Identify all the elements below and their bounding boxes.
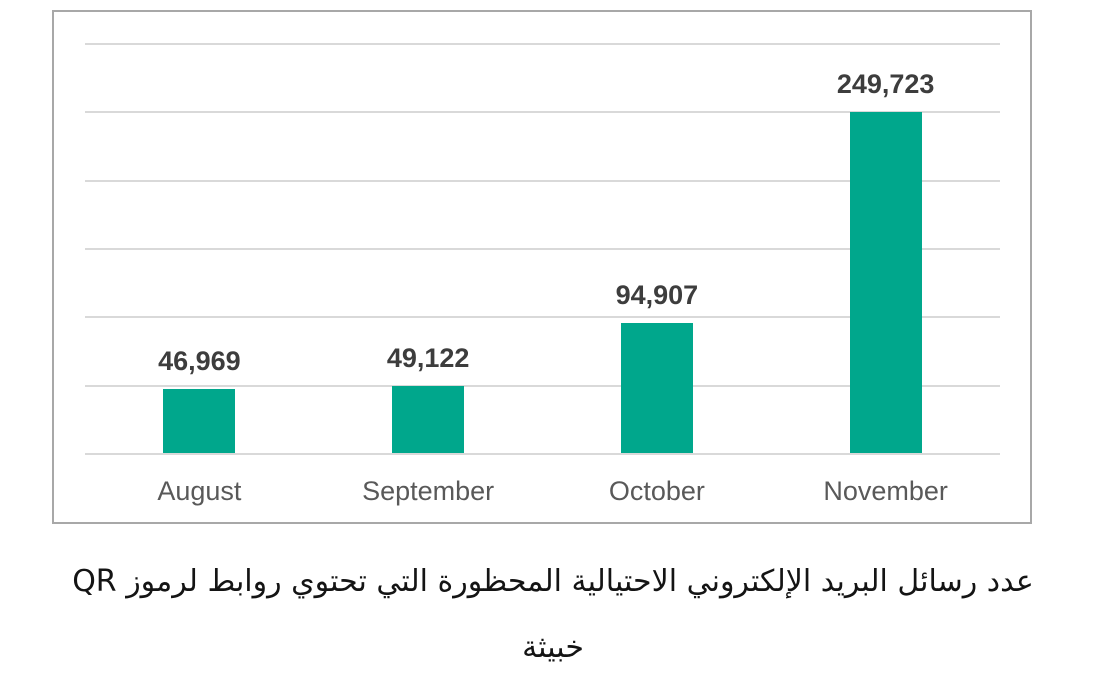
bar-column: 49,122 xyxy=(314,43,543,453)
gridline xyxy=(85,179,1000,182)
bar xyxy=(620,323,693,453)
gridline xyxy=(85,453,1000,455)
bar-value-label: 49,122 xyxy=(386,343,470,373)
bar xyxy=(849,112,922,453)
caption-line-1: عدد رسائل البريد الإلكتروني الاحتيالية ا… xyxy=(72,564,1034,599)
gridline xyxy=(85,384,1000,387)
plot-area: 46,969 49,122 94,907 249,723 xyxy=(85,43,1000,455)
gridline xyxy=(85,43,1000,45)
bar-chart: 46,969 49,122 94,907 249,723 August Septembe… xyxy=(52,10,1032,524)
x-axis-label: September xyxy=(362,476,495,506)
bar-column: 249,723 xyxy=(771,43,1000,453)
caption-line-2: خبيثة xyxy=(522,630,584,665)
bar-column: 94,907 xyxy=(543,43,772,453)
bar xyxy=(163,389,236,453)
gridline xyxy=(85,111,1000,114)
bars-row: 46,969 49,122 94,907 249,723 xyxy=(85,43,1000,453)
x-axis-label: November xyxy=(823,476,948,506)
bar-value-label: 94,907 xyxy=(615,280,699,310)
x-axis: August September October November xyxy=(85,475,1000,507)
bar-column: 46,969 xyxy=(85,43,314,453)
chart-caption: عدد رسائل البريد الإلكتروني الاحتيالية ا… xyxy=(0,549,1106,681)
gridline xyxy=(85,316,1000,319)
x-axis-label: August xyxy=(157,476,242,506)
bar xyxy=(392,386,465,453)
bar-value-label: 46,969 xyxy=(158,346,241,376)
bar-value-label: 249,723 xyxy=(836,69,935,99)
x-axis-label: October xyxy=(608,476,705,506)
gridline xyxy=(85,248,1000,250)
